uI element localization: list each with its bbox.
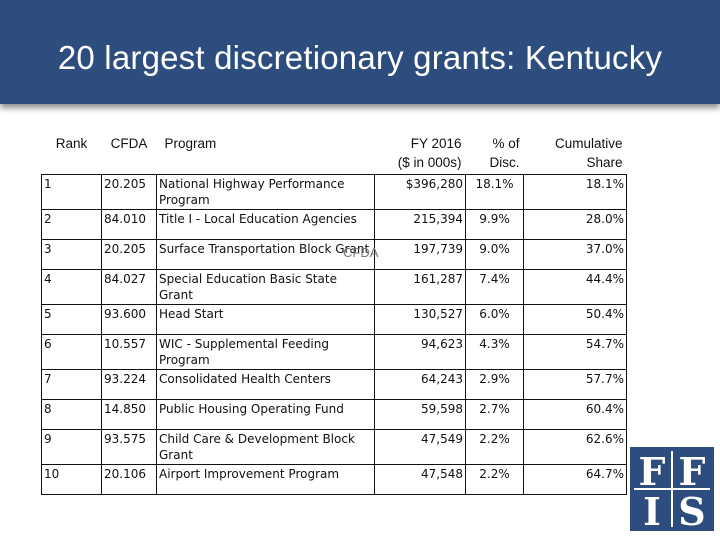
cell-program: Title I - Local Education Agencies — [156, 209, 375, 240]
cell-program: Special Education Basic State Grant — [156, 269, 375, 305]
cell-program: Child Care & Development Block Grant — [156, 429, 375, 465]
cell-program: WIC - Supplemental Feeding Program — [156, 334, 375, 370]
cell-program: Airport Improvement Program — [156, 464, 375, 495]
cell-cfda: 20.106 — [101, 464, 157, 495]
cell-cfda: 93.575 — [101, 429, 157, 465]
cell-pct-disc: 9.9% — [465, 209, 524, 240]
table-row: 8 14.850 Public Housing Operating Fund 59,5… — [41, 399, 627, 430]
cell-rank: 10 — [41, 464, 102, 495]
cell-cumulative: 50.4% — [523, 304, 627, 335]
cell-program: Surface Transportation Block Grant — [156, 239, 375, 270]
cell-rank: 6 — [41, 334, 102, 370]
cell-amount: 47,549 — [374, 429, 466, 465]
table-row: 9 93.575 Child Care & Development Block Gr… — [41, 429, 627, 465]
grants-table: Rank CFDA Program FY 2016 ($ in 000s) % o… — [41, 132, 627, 495]
cell-rank: 8 — [41, 399, 102, 430]
cell-pct-disc: 4.3% — [465, 334, 524, 370]
column-header-rank: Rank — [55, 136, 88, 151]
column-header-fy2016: FY 2016 ($ in 000s) — [397, 136, 462, 170]
cell-rank: 3 — [41, 239, 102, 270]
cell-cfda: 93.224 — [101, 369, 157, 400]
column-header-program: Program — [164, 136, 217, 151]
cell-cumulative: 18.1% — [523, 174, 627, 210]
cell-cfda: 20.205 — [101, 174, 157, 210]
cell-cfda: 84.027 — [101, 269, 157, 305]
svg-text:I: I — [643, 489, 661, 531]
cell-rank: 9 — [41, 429, 102, 465]
svg-text:F: F — [639, 449, 666, 494]
slide-title: 20 largest discretionary grants: Kentuck… — [57, 39, 663, 76]
ffis-logo: F F I S — [630, 447, 714, 531]
cell-rank: 7 — [41, 369, 102, 400]
cell-cumulative: 60.4% — [523, 399, 627, 430]
cell-amount: 197,739 — [374, 239, 466, 270]
cell-pct-disc: 2.2% — [465, 429, 524, 465]
cell-program: Consolidated Health Centers — [156, 369, 375, 400]
column-header-pct-disc: % of Disc. — [489, 136, 520, 170]
cell-pct-disc: 2.2% — [465, 464, 524, 495]
cell-cumulative: 44.4% — [523, 269, 627, 305]
cell-pct-disc: 7.4% — [465, 269, 524, 305]
table-body: 1 20.205 National Highway Performance Prog… — [41, 174, 627, 495]
cell-cfda: 93.600 — [101, 304, 157, 335]
cell-amount: $396,280 — [374, 174, 466, 210]
cell-amount: 47,548 — [374, 464, 466, 495]
svg-text:S: S — [678, 489, 705, 531]
cell-program: Public Housing Operating Fund — [156, 399, 375, 430]
cell-cfda: 14.850 — [101, 399, 157, 430]
cell-pct-disc: 18.1% — [465, 174, 524, 210]
column-header-cumulative-share: Cumulative Share — [554, 136, 623, 170]
cell-amount: 215,394 — [374, 209, 466, 240]
cell-pct-disc: 2.7% — [465, 399, 524, 430]
title-banner: 20 largest discretionary grants: Kentuck… — [0, 0, 720, 104]
cell-cumulative: 37.0% — [523, 239, 627, 270]
table-row: 10 20.106 Airport Improvement Program 47,54… — [41, 464, 627, 495]
svg-text:F: F — [679, 449, 706, 494]
cell-cfda: 10.557 — [101, 334, 157, 370]
cell-cumulative: 28.0% — [523, 209, 627, 240]
cell-rank: 2 — [41, 209, 102, 240]
cell-cumulative: 57.7% — [523, 369, 627, 400]
stray-cfda-label: CFDA — [343, 245, 379, 260]
cell-pct-disc: 6.0% — [465, 304, 524, 335]
table-header-row: Rank CFDA Program FY 2016 ($ in 000s) % o… — [42, 132, 627, 175]
cell-amount: 59,598 — [374, 399, 466, 430]
cell-rank: 1 — [41, 174, 102, 210]
table-row: 7 93.224 Consolidated Health Centers 64,243… — [41, 369, 627, 400]
cell-amount: 161,287 — [374, 269, 466, 305]
cell-cfda: 84.010 — [101, 209, 157, 240]
cell-amount: 94,623 — [374, 334, 466, 370]
table-row: 3 20.205 Surface Transportation Block Gran… — [41, 239, 627, 270]
cell-cfda: 20.205 — [101, 239, 157, 270]
table-row: 2 84.010 Title I - Local Education Agencie… — [41, 209, 627, 240]
cell-program: Head Start — [156, 304, 375, 335]
column-header-cfda: CFDA — [110, 136, 148, 151]
cell-program: National Highway Performance Program — [156, 174, 375, 210]
table-row: 6 10.557 WIC - Supplemental Feeding Progra… — [41, 334, 627, 370]
table-row: 1 20.205 National Highway Performance Prog… — [41, 174, 627, 210]
table-row: 5 93.600 Head Start 130,527 6.0% 50.4% — [41, 304, 627, 335]
cell-pct-disc: 2.9% — [465, 369, 524, 400]
cell-rank: 4 — [41, 269, 102, 305]
cell-amount: 64,243 — [374, 369, 466, 400]
table-row: 4 84.027 Special Education Basic State Gra… — [41, 269, 627, 305]
cell-cumulative: 62.6% — [523, 429, 627, 465]
cell-pct-disc: 9.0% — [465, 239, 524, 270]
cell-rank: 5 — [41, 304, 102, 335]
cell-cumulative: 64.7% — [523, 464, 627, 495]
cell-cumulative: 54.7% — [523, 334, 627, 370]
cell-amount: 130,527 — [374, 304, 466, 335]
